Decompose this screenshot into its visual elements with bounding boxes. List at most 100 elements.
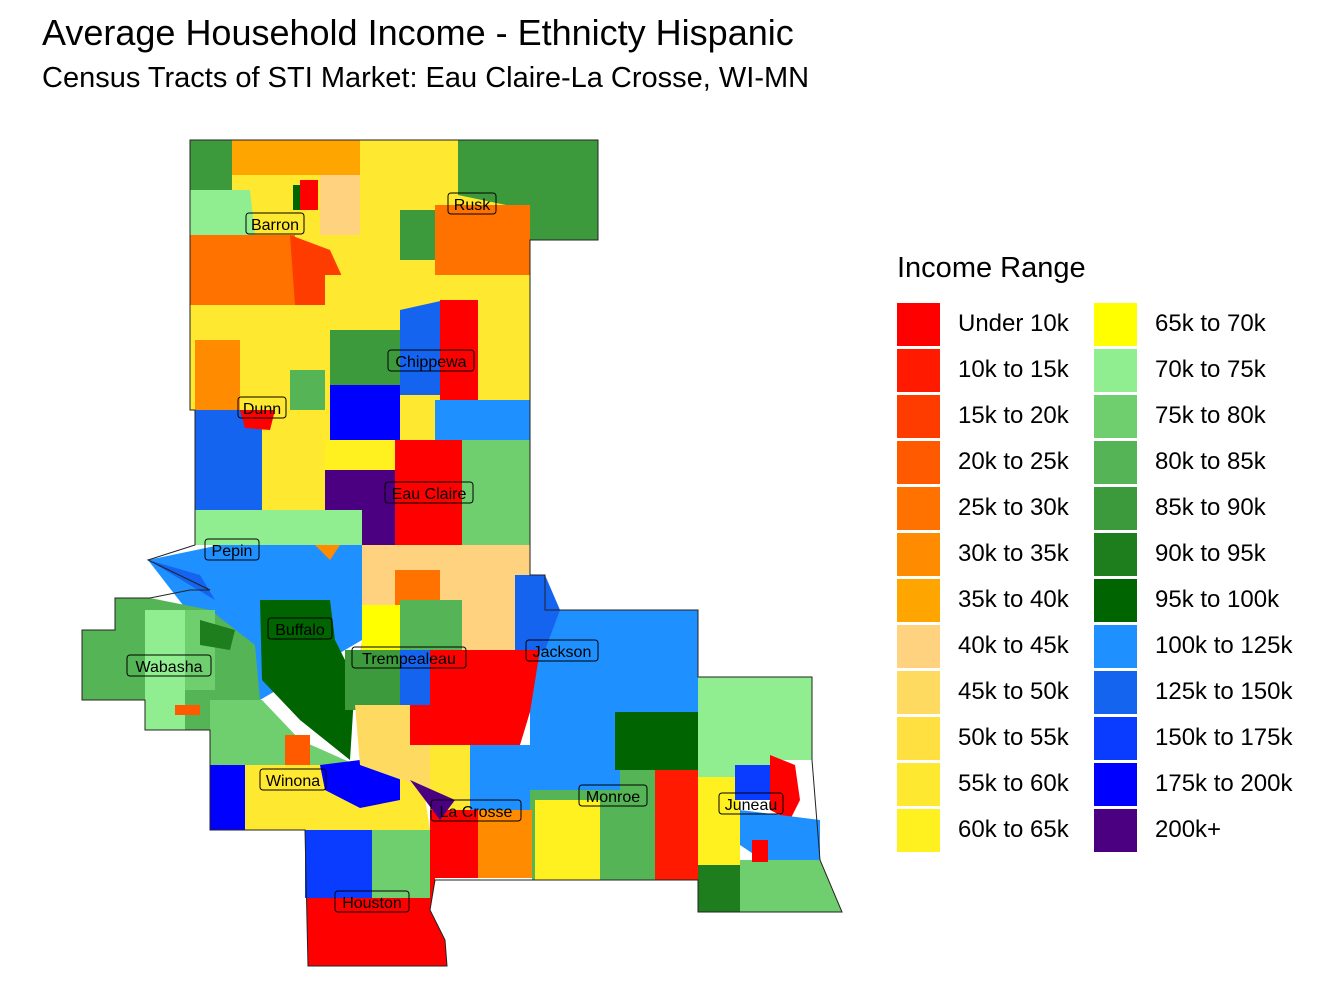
county-label-trempealeau: Trempealeau xyxy=(351,646,467,669)
legend-label: 200k+ xyxy=(1155,816,1222,843)
legend-item: 75k to 80k xyxy=(1094,393,1292,439)
county-label-monroe: Monroe xyxy=(578,784,648,807)
svg-text:Wabasha: Wabasha xyxy=(136,659,203,676)
legend-label: 95k to 100k xyxy=(1155,586,1280,613)
county-label-eau-claire: Eau Claire xyxy=(384,481,474,504)
county-label-houston: Houston xyxy=(334,890,410,913)
tract xyxy=(372,830,430,898)
legend-swatch xyxy=(897,578,940,622)
county-label-dunn: Dunn xyxy=(237,396,287,419)
tract xyxy=(175,705,200,715)
svg-text:Barron: Barron xyxy=(251,217,299,234)
legend-swatch xyxy=(897,348,940,392)
legend-label: 70k to 75k xyxy=(1155,356,1266,383)
tract xyxy=(410,650,540,745)
legend-swatch xyxy=(897,808,940,852)
legend-swatch xyxy=(1094,440,1137,484)
legend-item: 150k to 175k xyxy=(1094,715,1292,761)
tract xyxy=(190,235,295,305)
tract xyxy=(400,300,445,395)
tract xyxy=(240,410,275,430)
county-label-barron: Barron xyxy=(245,212,305,235)
svg-text:Eau Claire: Eau Claire xyxy=(392,486,467,503)
legend-label: 30k to 35k xyxy=(958,540,1069,567)
tract xyxy=(435,205,530,275)
legend-item: 50k to 55k xyxy=(897,715,1069,761)
tract xyxy=(260,600,355,760)
tract xyxy=(305,830,372,898)
legend-swatch xyxy=(1094,808,1137,852)
legend-swatch xyxy=(897,670,940,714)
legend-label: 20k to 25k xyxy=(958,448,1069,475)
legend-label: 80k to 85k xyxy=(1155,448,1266,475)
legend-item: 90k to 95k xyxy=(1094,531,1292,577)
svg-text:Pepin: Pepin xyxy=(212,543,253,560)
tract xyxy=(430,810,480,878)
tract xyxy=(362,605,400,650)
tract xyxy=(435,400,530,440)
legend-item: 80k to 85k xyxy=(1094,439,1292,485)
legend-column-2: 65k to 70k 70k to 75k 75k to 80k 80k to 85k… xyxy=(1094,301,1292,853)
legend-swatch xyxy=(1094,762,1137,806)
legend-item: 35k to 40k xyxy=(897,577,1069,623)
county-label-jackson: Jackson xyxy=(525,639,599,662)
legend-swatch xyxy=(1094,394,1137,438)
tract xyxy=(615,712,698,770)
svg-text:Jackson: Jackson xyxy=(533,644,592,661)
tract xyxy=(195,410,262,510)
legend-swatch xyxy=(897,532,940,576)
tract xyxy=(698,865,740,912)
svg-text:Dunn: Dunn xyxy=(243,401,281,418)
county-label-pepin: Pepin xyxy=(204,538,260,561)
legend-swatch xyxy=(1094,532,1137,576)
legend-item: 55k to 60k xyxy=(897,761,1069,807)
tract xyxy=(145,610,185,730)
county-labels: Barron Rusk Chippewa Dunn Eau Claire Pep… xyxy=(126,192,784,913)
map-title: Average Household Income - Ethnicty Hisp… xyxy=(42,12,794,53)
legend-item: 40k to 45k xyxy=(897,623,1069,669)
legend-label: 45k to 50k xyxy=(958,678,1069,705)
legend-label: 55k to 60k xyxy=(958,770,1069,797)
legend-label: 25k to 30k xyxy=(958,494,1069,521)
legend-item: 95k to 100k xyxy=(1094,577,1292,623)
tract xyxy=(740,860,842,912)
legend-label: 90k to 95k xyxy=(1155,540,1266,567)
county-label-chippewa: Chippewa xyxy=(387,349,475,372)
legend-swatch xyxy=(897,624,940,668)
legend-swatch xyxy=(897,302,940,346)
legend-column-1: Under 10k 10k to 15k 15k to 20k 20k to 25k 2… xyxy=(897,301,1069,853)
svg-text:Trempealeau: Trempealeau xyxy=(362,651,456,668)
legend-label: 60k to 65k xyxy=(958,816,1069,843)
legend-swatch xyxy=(1094,302,1137,346)
legend-item: 125k to 150k xyxy=(1094,669,1292,715)
legend-label: 175k to 200k xyxy=(1155,770,1293,797)
legend-swatch xyxy=(897,486,940,530)
tract xyxy=(530,712,620,790)
tract xyxy=(290,370,325,410)
county-label-buffalo: Buffalo xyxy=(267,617,333,640)
svg-text:Houston: Houston xyxy=(342,895,402,912)
legend-label: 35k to 40k xyxy=(958,586,1069,613)
tract xyxy=(478,810,532,878)
legend-label: 100k to 125k xyxy=(1155,632,1293,659)
svg-text:Chippewa: Chippewa xyxy=(395,354,466,371)
tract xyxy=(210,765,245,830)
legend-item: 70k to 75k xyxy=(1094,347,1292,393)
legend-label: 75k to 80k xyxy=(1155,402,1266,429)
legend-item: 60k to 65k xyxy=(897,807,1069,853)
legend-label: 10k to 15k xyxy=(958,356,1069,383)
legend-label: 65k to 70k xyxy=(1155,310,1266,337)
legend-item: 65k to 70k xyxy=(1094,301,1292,347)
legend-title: Income Range xyxy=(897,252,1086,284)
svg-text:Buffalo: Buffalo xyxy=(275,622,325,639)
tract xyxy=(345,650,400,710)
svg-text:Juneau: Juneau xyxy=(725,797,778,814)
legend-swatch xyxy=(897,440,940,484)
legend-swatch xyxy=(1094,716,1137,760)
legend-label: 85k to 90k xyxy=(1155,494,1266,521)
legend-swatch xyxy=(1094,670,1137,714)
legend-swatch xyxy=(1094,348,1137,392)
legend-swatch xyxy=(897,762,940,806)
legend-item: 20k to 25k xyxy=(897,439,1069,485)
